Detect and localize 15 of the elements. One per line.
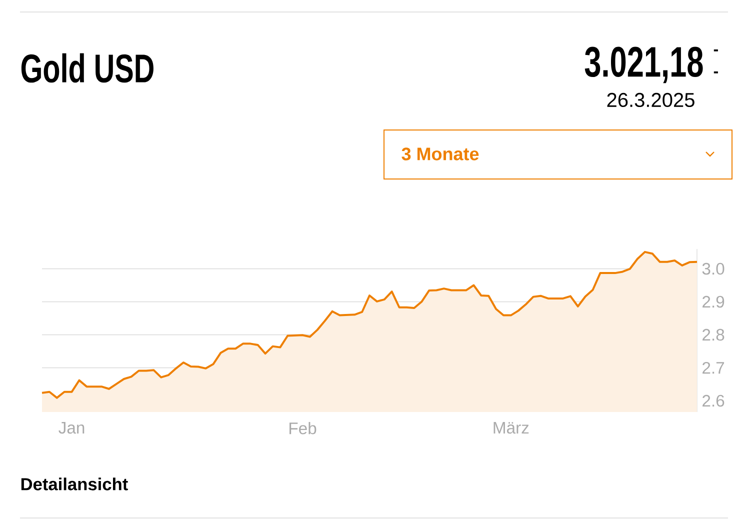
chart-title: Gold USD	[21, 53, 154, 83]
text: Detailansicht	[21, 478, 128, 490]
y-tick-label: 2.8	[702, 328, 724, 341]
chart-subtitle: 3.021,18	[584, 46, 703, 84]
y-tick-label: 2.9	[702, 296, 724, 308]
text: 26.3.2025	[607, 92, 694, 108]
text: -	[714, 71, 718, 74]
y-tick-label: 2.7	[702, 362, 724, 374]
x-tick-label: Feb	[290, 422, 316, 434]
text: -	[714, 49, 718, 52]
x-tick-label: Jan	[58, 422, 84, 434]
y-tick-label: 2.6	[702, 394, 724, 407]
text: 3 Monate	[402, 148, 479, 160]
x-tick-label: März	[494, 422, 529, 434]
y-tick-label: 3.0	[702, 262, 724, 275]
